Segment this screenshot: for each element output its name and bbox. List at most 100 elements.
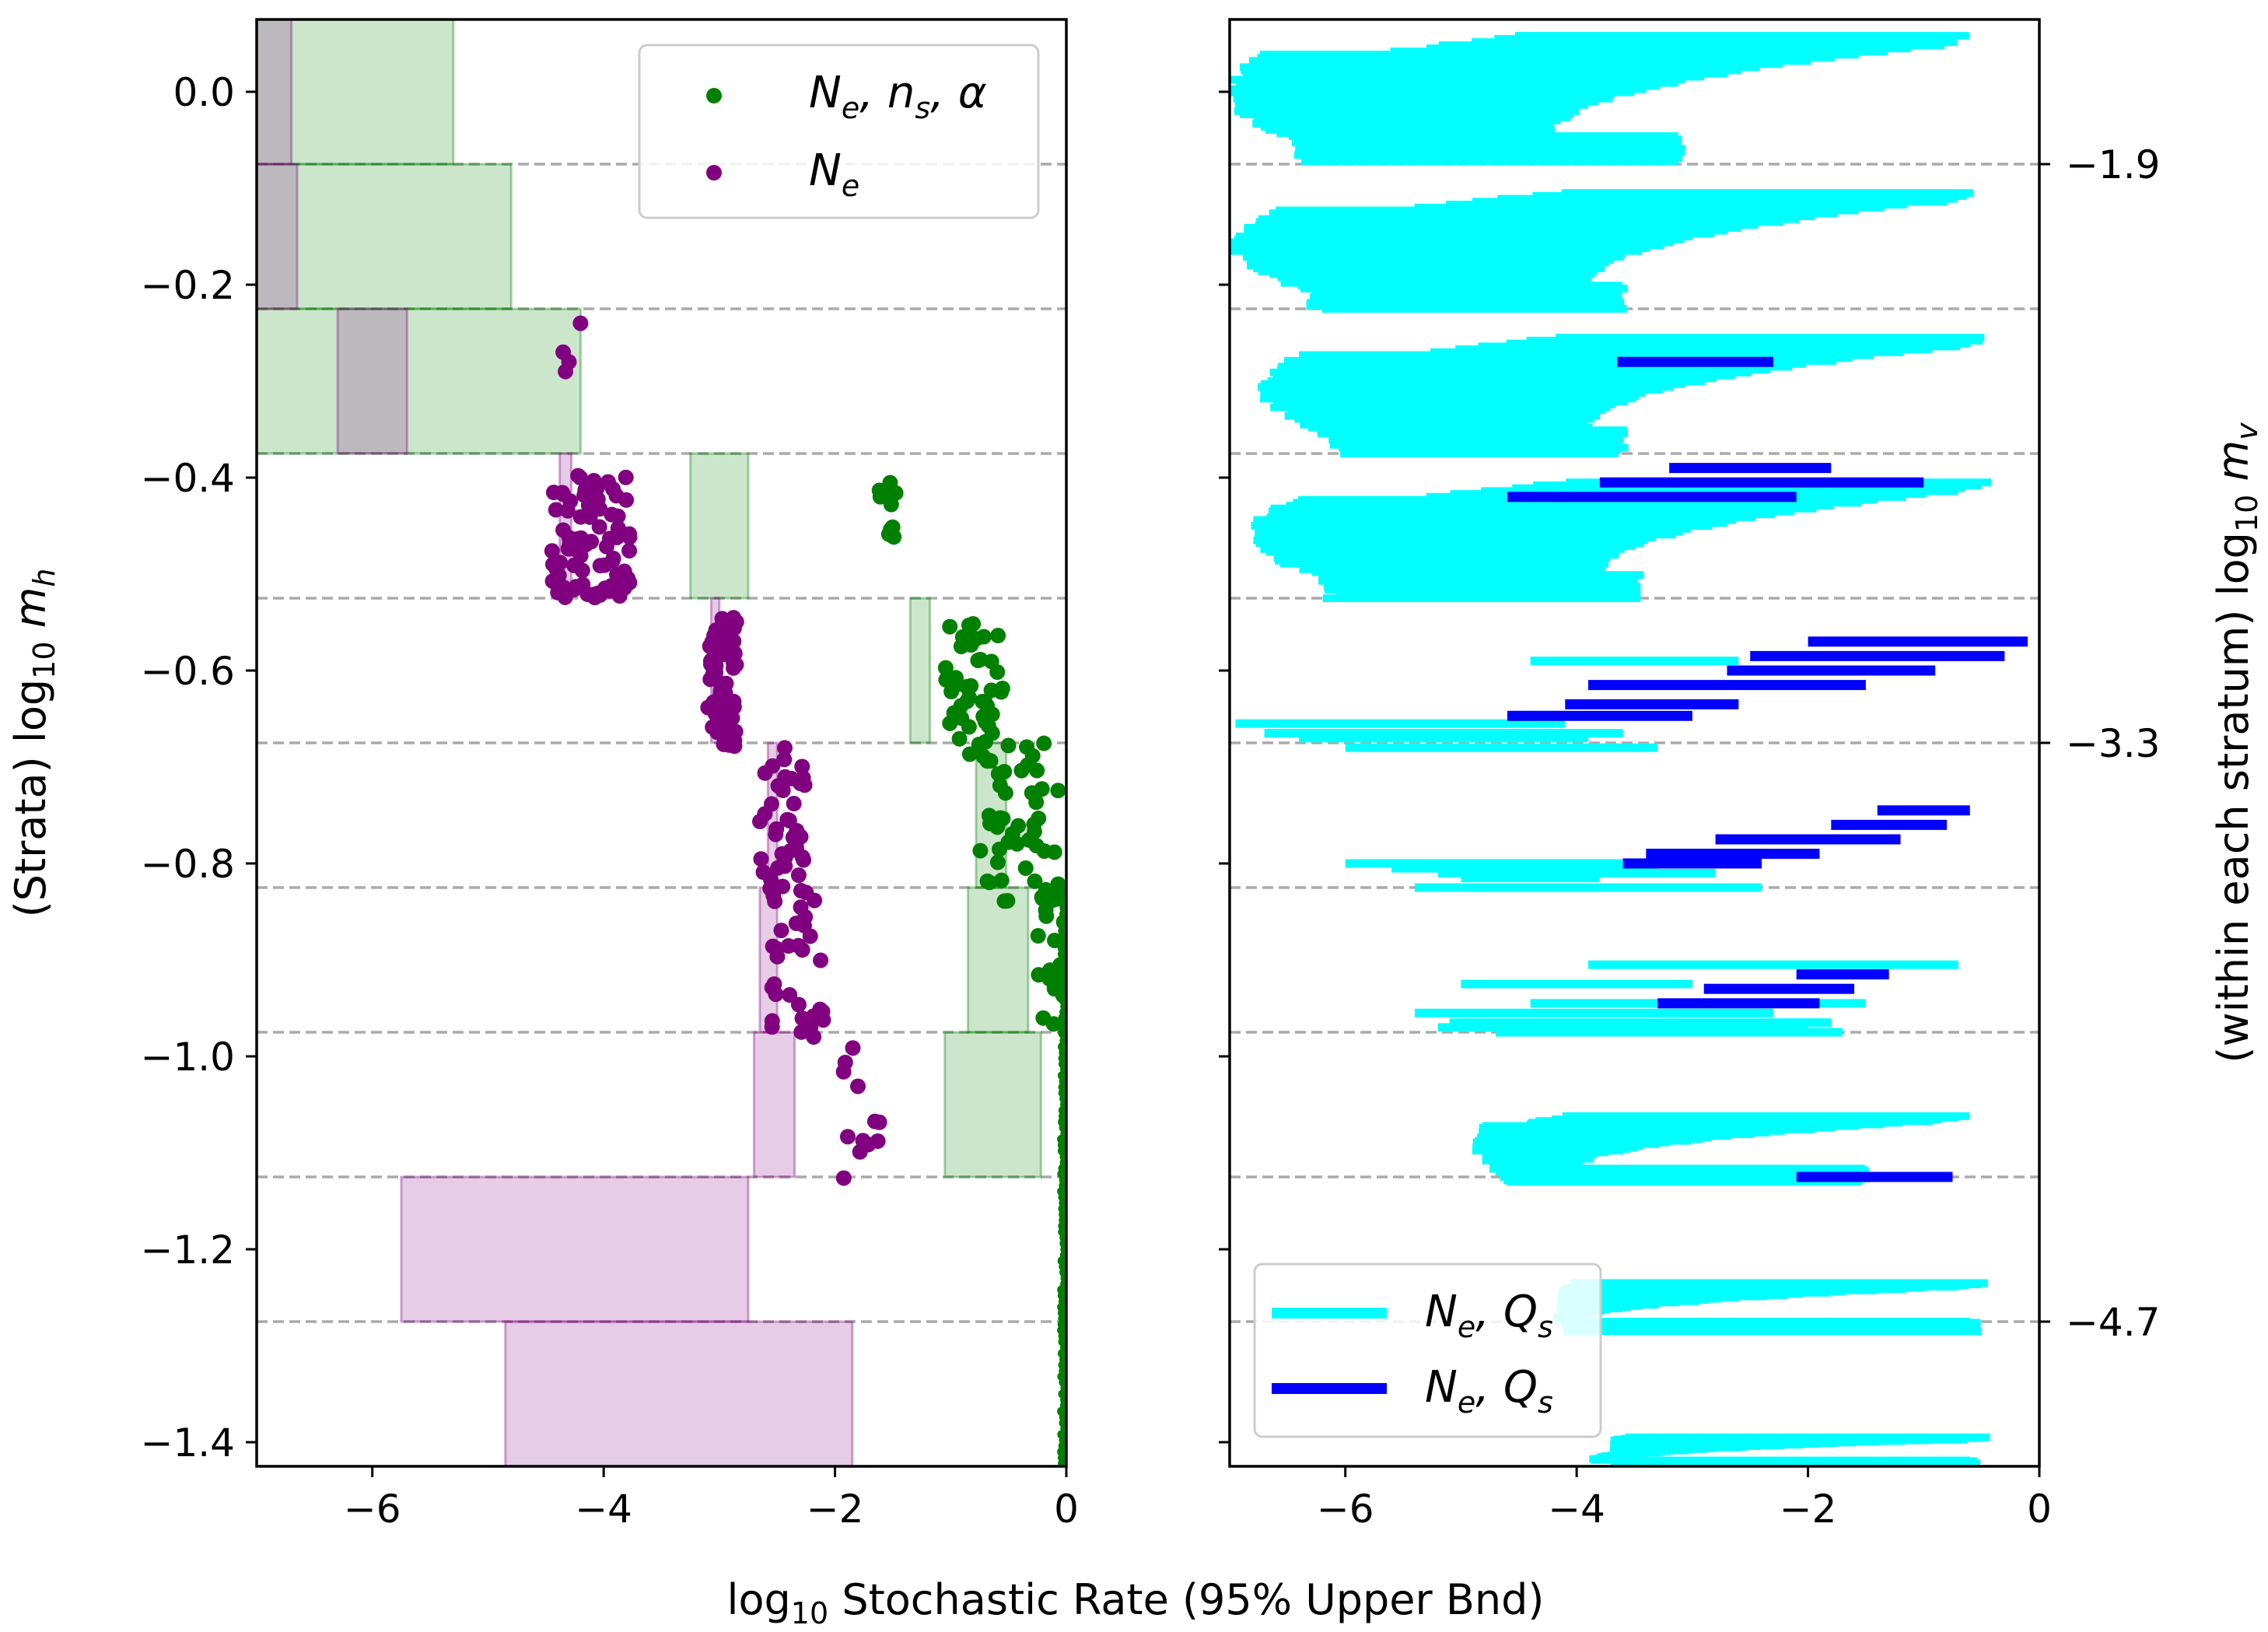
blue-bar bbox=[1796, 969, 1889, 980]
green-point bbox=[1031, 811, 1047, 827]
left-interval-boxes bbox=[257, 19, 1042, 1466]
purple-point bbox=[591, 519, 607, 535]
purple-point bbox=[871, 1114, 887, 1130]
green-point bbox=[954, 629, 971, 645]
purple-point bbox=[719, 629, 736, 646]
purple-point bbox=[555, 486, 572, 503]
green-point bbox=[992, 841, 1008, 857]
left-axes-frame bbox=[255, 18, 1068, 1468]
green-point bbox=[1000, 737, 1017, 754]
purple-point bbox=[807, 892, 823, 909]
right-axes: −6 −4 −2 0 −1.9 −3.3 −4.7 bbox=[1219, 90, 2160, 1532]
y-axis-label-right: (within each stratum) log10 mv bbox=[2209, 422, 2264, 1063]
green-interval-box bbox=[257, 307, 582, 455]
purple-point bbox=[837, 1054, 853, 1070]
cyan-bar bbox=[1591, 1455, 1615, 1464]
purple-point bbox=[774, 846, 790, 862]
green-point bbox=[1009, 835, 1025, 852]
purple-point bbox=[850, 1078, 866, 1094]
green-point bbox=[994, 680, 1010, 696]
purple-point bbox=[707, 638, 723, 654]
green-point bbox=[965, 616, 982, 632]
green-point bbox=[1041, 971, 1058, 987]
y-tick-label: −0.2 bbox=[141, 263, 235, 308]
purple-point bbox=[812, 1001, 828, 1017]
blue-bar bbox=[1796, 1171, 1953, 1182]
purple-interval-box bbox=[257, 163, 299, 310]
green-point bbox=[1010, 818, 1027, 834]
purple-point bbox=[600, 474, 616, 490]
purple-point bbox=[790, 867, 807, 884]
x-axis-label: log10 Stochastic Rate (95% Upper Bnd) bbox=[726, 1575, 1544, 1630]
green-point bbox=[972, 842, 989, 859]
green-point bbox=[1035, 1010, 1052, 1026]
cyan-bar bbox=[1321, 305, 1627, 313]
blue-bar bbox=[1507, 710, 1692, 721]
cyan-bar bbox=[1530, 657, 1739, 666]
purple-point bbox=[775, 783, 791, 799]
purple-point bbox=[793, 899, 809, 916]
y-tick-label: 0.0 bbox=[173, 70, 235, 115]
right-y-tick-label: −3.3 bbox=[2066, 721, 2160, 766]
green-point bbox=[1019, 739, 1035, 755]
purple-point bbox=[548, 502, 564, 518]
green-point bbox=[948, 670, 964, 686]
purple-point bbox=[773, 923, 789, 939]
blue-bar bbox=[1750, 650, 2005, 661]
purple-point bbox=[726, 644, 742, 660]
cyan-bar bbox=[1414, 1008, 1773, 1017]
cyan-bar bbox=[1588, 960, 1958, 969]
blue-bar bbox=[1507, 492, 1797, 503]
blue-bar bbox=[1646, 849, 1820, 860]
purple-point bbox=[753, 851, 769, 867]
purple-point bbox=[764, 1019, 780, 1035]
green-point bbox=[971, 737, 987, 753]
x-tick-label: −6 bbox=[1317, 1487, 1374, 1532]
green-point bbox=[872, 489, 888, 505]
purple-point bbox=[788, 915, 804, 931]
purple-point bbox=[845, 1040, 861, 1056]
green-point bbox=[975, 629, 992, 645]
legend-label-cyan: Ne, Qs bbox=[1425, 1287, 1553, 1344]
purple-point bbox=[618, 469, 634, 485]
green-point bbox=[961, 719, 977, 735]
cyan-bar bbox=[1235, 719, 1566, 728]
left-strata-lines bbox=[257, 163, 1066, 1323]
purple-point bbox=[572, 548, 589, 564]
cyan-bar bbox=[1437, 868, 1716, 877]
cyan-bar bbox=[1496, 1028, 1843, 1037]
right-legend: Ne, Qs Ne, Qs bbox=[1253, 1263, 1602, 1438]
purple-point bbox=[572, 315, 589, 331]
left-plot-area bbox=[257, 19, 1066, 1466]
blue-bar bbox=[1657, 998, 1820, 1009]
purple-point bbox=[870, 1133, 886, 1149]
cyan-bar bbox=[1340, 450, 1619, 457]
purple-point bbox=[601, 531, 618, 547]
left-scatter-points bbox=[544, 315, 1066, 1466]
green-interval-box bbox=[967, 886, 1030, 1034]
green-point bbox=[1058, 1459, 1066, 1466]
cyan-bar bbox=[1264, 729, 1623, 738]
purple-point bbox=[783, 770, 800, 786]
purple-point bbox=[776, 751, 793, 768]
purple-point bbox=[806, 1029, 822, 1045]
green-point bbox=[887, 485, 904, 501]
purple-interval-box bbox=[504, 1320, 854, 1466]
green-interval-box bbox=[689, 452, 750, 600]
purple-point bbox=[702, 656, 719, 672]
purple-point bbox=[561, 354, 577, 370]
green-point bbox=[993, 872, 1010, 888]
cyan-bar bbox=[1300, 157, 1678, 166]
green-point bbox=[982, 874, 998, 891]
purple-point bbox=[755, 864, 772, 881]
purple-interval-box bbox=[752, 1031, 796, 1178]
purple-point bbox=[793, 1024, 810, 1040]
green-interval-box bbox=[943, 1031, 1042, 1178]
purple-point bbox=[765, 758, 781, 774]
green-point bbox=[959, 693, 975, 709]
purple-point bbox=[802, 928, 818, 944]
purple-point bbox=[779, 811, 796, 828]
green-interval-box bbox=[257, 19, 455, 166]
green-point bbox=[1017, 860, 1034, 877]
purple-point bbox=[605, 550, 621, 566]
